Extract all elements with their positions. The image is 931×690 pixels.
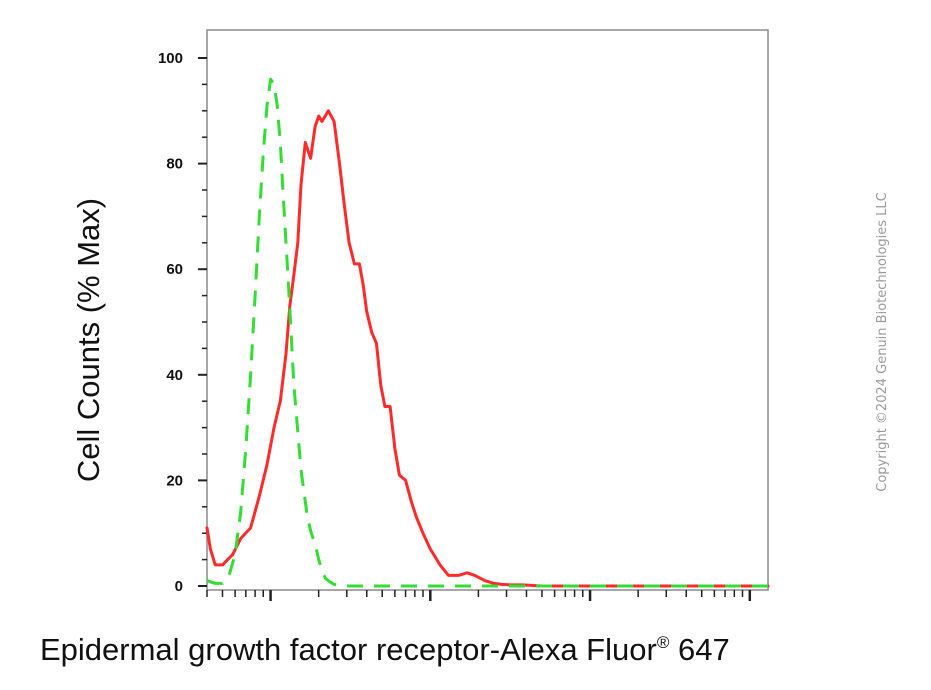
series-dashed-line (206, 77, 768, 588)
x-axis-title-superscript: ® (657, 633, 670, 652)
x-axis-title-suffix: 647 (669, 632, 729, 667)
y-tick-label: 80 (166, 156, 183, 173)
series-solid-line (205, 109, 770, 588)
series-layer (205, 77, 770, 588)
y-tick-label: 100 (158, 50, 183, 67)
y-tick-label: 20 (166, 472, 183, 489)
y-tick-label: 0 (175, 578, 183, 595)
y-tick-label: 60 (166, 261, 183, 278)
y-tick-label: 40 (166, 367, 183, 384)
y-axis: 0 20 40 60 80 100 (158, 50, 207, 595)
x-axis-title: Epidermal growth factor receptor-Alexa F… (40, 632, 730, 667)
x-axis (206, 590, 752, 601)
x-axis-title-main: Epidermal growth factor receptor-Alexa F… (40, 632, 657, 667)
copyright-watermark: Copyright ©2024 Genuin Biotechnologies L… (875, 192, 890, 491)
y-axis-title: Cell Counts (% Max) (71, 198, 106, 482)
plot-frame (206, 29, 769, 591)
